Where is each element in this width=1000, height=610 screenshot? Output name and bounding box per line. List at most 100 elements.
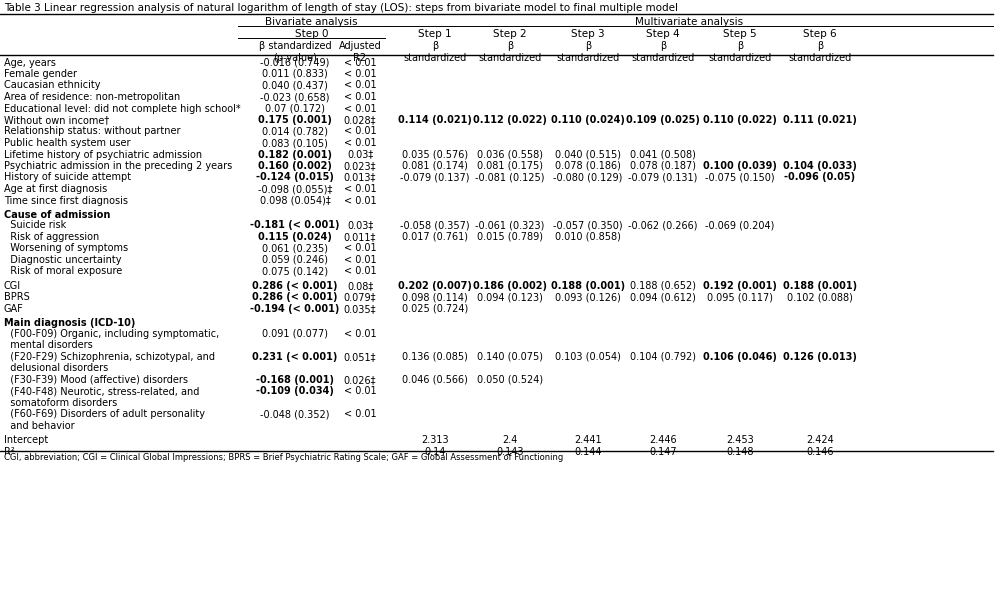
Text: -0.096 (0.05): -0.096 (0.05): [784, 173, 856, 182]
Text: 0.010 (0.858): 0.010 (0.858): [555, 232, 621, 242]
Text: 0.015 (0.789): 0.015 (0.789): [477, 232, 543, 242]
Text: 0.094 (0.123): 0.094 (0.123): [477, 292, 543, 303]
Text: -0.168 (0.001): -0.168 (0.001): [256, 375, 334, 385]
Text: -0.081 (0.125): -0.081 (0.125): [475, 173, 545, 182]
Text: -0.069 (0.204): -0.069 (0.204): [705, 220, 775, 231]
Text: 2.313: 2.313: [421, 435, 449, 445]
Text: 0.104 (0.792): 0.104 (0.792): [630, 352, 696, 362]
Text: < 0.01: < 0.01: [344, 329, 376, 339]
Text: Age, years: Age, years: [4, 57, 56, 68]
Text: Step 2: Step 2: [493, 29, 527, 39]
Text: Risk of aggression: Risk of aggression: [4, 232, 99, 242]
Text: 0.143: 0.143: [496, 447, 524, 457]
Text: -0.048 (0.352): -0.048 (0.352): [260, 409, 330, 419]
Text: BPRS: BPRS: [4, 292, 30, 303]
Text: 0.046 (0.566): 0.046 (0.566): [402, 375, 468, 385]
Text: 0.051‡: 0.051‡: [344, 352, 376, 362]
Text: 0.192 (0.001): 0.192 (0.001): [703, 281, 777, 291]
Text: 0.081 (0.174): 0.081 (0.174): [402, 161, 468, 171]
Text: -0.075 (0.150): -0.075 (0.150): [705, 173, 775, 182]
Text: -0.079 (0.137): -0.079 (0.137): [400, 173, 470, 182]
Text: Bivariate analysis: Bivariate analysis: [265, 17, 358, 27]
Text: Multivariate analysis: Multivariate analysis: [635, 17, 743, 27]
Text: Time since first diagnosis: Time since first diagnosis: [4, 195, 128, 206]
Text: 0.026‡: 0.026‡: [344, 375, 376, 385]
Text: GAF: GAF: [4, 304, 24, 314]
Text: 0.231 (< 0.001): 0.231 (< 0.001): [252, 352, 338, 362]
Text: 0.100 (0.039): 0.100 (0.039): [703, 161, 777, 171]
Text: β
standardized: β standardized: [556, 41, 620, 63]
Text: < 0.01: < 0.01: [344, 267, 376, 276]
Text: 0.078 (0.187): 0.078 (0.187): [630, 161, 696, 171]
Text: 0.023‡: 0.023‡: [344, 161, 376, 171]
Text: 0.075 (0.142): 0.075 (0.142): [262, 267, 328, 276]
Text: (F00-F09) Organic, including symptomatic,
  mental disorders: (F00-F09) Organic, including symptomatic…: [4, 329, 219, 350]
Text: Step 3: Step 3: [571, 29, 605, 39]
Text: 0.050 (0.524): 0.050 (0.524): [477, 375, 543, 385]
Text: 0.061 (0.235): 0.061 (0.235): [262, 243, 328, 253]
Text: 0.093 (0.126): 0.093 (0.126): [555, 292, 621, 303]
Text: 2.446: 2.446: [649, 435, 677, 445]
Text: -0.080 (0.129): -0.080 (0.129): [553, 173, 623, 182]
Text: 0.017 (0.761): 0.017 (0.761): [402, 232, 468, 242]
Text: -0.023 (0.658): -0.023 (0.658): [260, 92, 330, 102]
Text: Public health system user: Public health system user: [4, 138, 130, 148]
Text: 0.104 (0.033): 0.104 (0.033): [783, 161, 857, 171]
Text: 0.188 (0.001): 0.188 (0.001): [551, 281, 625, 291]
Text: 0.286 (< 0.001): 0.286 (< 0.001): [252, 292, 338, 303]
Text: < 0.01: < 0.01: [344, 409, 376, 419]
Text: -0.181 (< 0.001): -0.181 (< 0.001): [250, 220, 340, 231]
Text: (F30-F39) Mood (affective) disorders: (F30-F39) Mood (affective) disorders: [4, 375, 188, 385]
Text: -0.109 (0.034): -0.109 (0.034): [256, 386, 334, 396]
Text: 0.095 (0.117): 0.095 (0.117): [707, 292, 773, 303]
Text: 0.109 (0.025): 0.109 (0.025): [626, 115, 700, 125]
Text: 0.115 (0.024): 0.115 (0.024): [258, 232, 332, 242]
Text: 2.4: 2.4: [502, 435, 518, 445]
Text: 0.059 (0.246): 0.059 (0.246): [262, 255, 328, 265]
Text: 0.114 (0.021): 0.114 (0.021): [398, 115, 472, 125]
Text: 0.110 (0.022): 0.110 (0.022): [703, 115, 777, 125]
Text: -0.079 (0.131): -0.079 (0.131): [628, 173, 698, 182]
Text: -0.061 (0.323): -0.061 (0.323): [475, 220, 545, 231]
Text: -0.194 (< 0.001): -0.194 (< 0.001): [250, 304, 340, 314]
Text: 0.03‡: 0.03‡: [347, 220, 373, 231]
Text: 0.111 (0.021): 0.111 (0.021): [783, 115, 857, 125]
Text: Female gender: Female gender: [4, 69, 77, 79]
Text: 0.035 (0.576): 0.035 (0.576): [402, 149, 468, 159]
Text: Step 1: Step 1: [418, 29, 452, 39]
Text: < 0.01: < 0.01: [344, 104, 376, 113]
Text: 0.081 (0.175): 0.081 (0.175): [477, 161, 543, 171]
Text: 0.146: 0.146: [806, 447, 834, 457]
Text: Adjusted
R2: Adjusted R2: [339, 41, 381, 63]
Text: < 0.01: < 0.01: [344, 69, 376, 79]
Text: Risk of moral exposure: Risk of moral exposure: [4, 267, 122, 276]
Text: 0.144: 0.144: [574, 447, 602, 457]
Text: 0.110 (0.024): 0.110 (0.024): [551, 115, 625, 125]
Text: -0.016 (0.749): -0.016 (0.749): [260, 57, 330, 68]
Text: β
standardized: β standardized: [788, 41, 852, 63]
Text: 0.286 (< 0.001): 0.286 (< 0.001): [252, 281, 338, 291]
Text: < 0.01: < 0.01: [344, 195, 376, 206]
Text: 2.453: 2.453: [726, 435, 754, 445]
Text: < 0.01: < 0.01: [344, 81, 376, 90]
Text: Worsening of symptoms: Worsening of symptoms: [4, 243, 128, 253]
Text: 0.14: 0.14: [424, 447, 446, 457]
Text: Psychiatric admission in the preceding 2 years: Psychiatric admission in the preceding 2…: [4, 161, 232, 171]
Text: 0.102 (0.088): 0.102 (0.088): [787, 292, 853, 303]
Text: 0.040 (0.515): 0.040 (0.515): [555, 149, 621, 159]
Text: 0.035‡: 0.035‡: [344, 304, 376, 314]
Text: R²: R²: [4, 447, 15, 457]
Text: 0.011 (0.833): 0.011 (0.833): [262, 69, 328, 79]
Text: (F60-F69) Disorders of adult personality
  and behavior: (F60-F69) Disorders of adult personality…: [4, 409, 205, 431]
Text: Suicide risk: Suicide risk: [4, 220, 66, 231]
Text: (F40-F48) Neurotic, stress-related, and
  somatoform disorders: (F40-F48) Neurotic, stress-related, and …: [4, 386, 199, 408]
Text: 0.188 (0.001): 0.188 (0.001): [783, 281, 857, 291]
Text: Caucasian ethnicity: Caucasian ethnicity: [4, 81, 100, 90]
Text: Step 5: Step 5: [723, 29, 757, 39]
Text: Relationship status: without partner: Relationship status: without partner: [4, 126, 180, 137]
Text: β
standardized: β standardized: [478, 41, 542, 63]
Text: Diagnostic uncertainty: Diagnostic uncertainty: [4, 255, 122, 265]
Text: 0.182 (0.001): 0.182 (0.001): [258, 149, 332, 159]
Text: 0.140 (0.075): 0.140 (0.075): [477, 352, 543, 362]
Text: < 0.01: < 0.01: [344, 386, 376, 396]
